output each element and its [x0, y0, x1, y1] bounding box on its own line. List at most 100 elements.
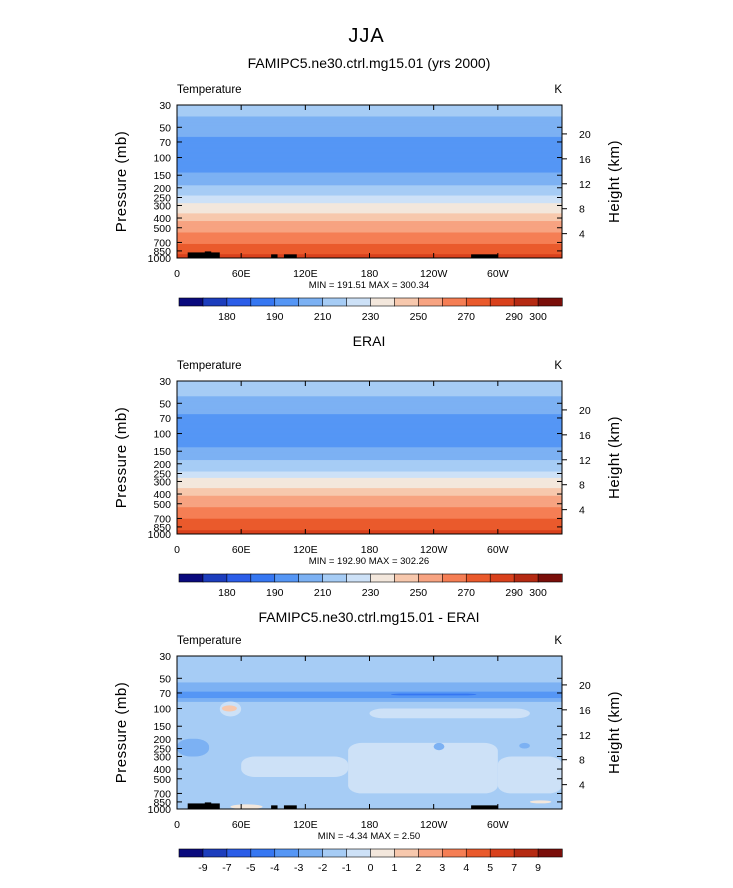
contour-band: [177, 139, 562, 142]
contour-band: [177, 397, 562, 400]
contour-band: [177, 143, 562, 146]
colorbar-swatch: [250, 848, 276, 858]
contour-band: [177, 724, 562, 727]
contour-band: [177, 465, 562, 468]
colorbar-swatch: [226, 848, 252, 858]
contour-band: [177, 228, 562, 231]
contour-region: [529, 800, 552, 804]
height-tick-label: 20: [579, 405, 591, 417]
contour-band: [177, 237, 562, 240]
contour-band: [177, 147, 562, 149]
x-tick-label: 60E: [232, 819, 251, 831]
contour-band: [177, 718, 562, 721]
colorbar-label: 300: [529, 587, 547, 599]
units-label: K: [554, 84, 562, 96]
y-tick-label: 1000: [148, 253, 172, 265]
colorbar-swatch: [489, 848, 515, 858]
contour-band: [177, 723, 562, 726]
contour-band: [177, 410, 562, 413]
y-tick-label: 30: [159, 651, 171, 663]
y-tick-label: 700: [153, 237, 171, 249]
contour-band: [177, 740, 562, 743]
contour-band: [177, 474, 562, 476]
height-tick-label: 4: [579, 780, 585, 792]
contour-band: [177, 726, 562, 728]
contour-band: [177, 509, 562, 512]
x-tick-label: 120E: [293, 819, 318, 831]
contour-band: [177, 144, 562, 147]
contour-band: [177, 117, 562, 120]
y-axis-label: Pressure (mb): [113, 131, 130, 233]
y-axis-label: Pressure (mb): [113, 407, 130, 509]
height-tick-label: 12: [579, 455, 591, 467]
colorbar-swatch: [226, 297, 252, 307]
contour-field: [177, 105, 562, 258]
contour-band: [177, 434, 562, 437]
contour-band: [177, 402, 562, 405]
contour-band: [177, 134, 562, 137]
contour-band: [177, 201, 562, 204]
contour-band: [177, 200, 562, 203]
contour-band: [177, 208, 562, 211]
contour-band: [177, 238, 562, 241]
contour-region: [519, 742, 530, 749]
contour-band: [177, 153, 562, 156]
contour-band: [177, 194, 562, 197]
y-tick-label: 400: [153, 764, 171, 776]
contour-band: [177, 250, 562, 253]
contour-band: [177, 502, 562, 504]
contour-band: [177, 503, 562, 506]
contour-band: [177, 499, 562, 502]
x-tick-label: 120E: [293, 544, 318, 556]
contour-band: [177, 163, 562, 166]
contour-band: [177, 438, 562, 441]
contour-band: [177, 204, 562, 207]
contour-band: [177, 205, 562, 208]
colorbar-label: -2: [318, 862, 327, 874]
contour-band: [177, 247, 562, 250]
colorbar-swatch: [178, 297, 204, 307]
x-tick-label: 60W: [487, 268, 509, 280]
contour-band: [177, 731, 562, 734]
colorbar-label: 1: [392, 862, 398, 874]
colorbar-label: 2: [415, 862, 421, 874]
x-tick-label: 120E: [293, 268, 318, 280]
colorbar-swatch: [489, 573, 515, 583]
contour-band: [177, 500, 562, 503]
contour-band: [177, 231, 562, 234]
contour-band: [177, 215, 562, 218]
colorbar-swatch: [322, 848, 348, 858]
contour-band: [177, 232, 562, 235]
y-tick-label: 400: [153, 213, 171, 225]
contour-band: [177, 136, 562, 139]
contour-band: [177, 468, 562, 471]
height-tick-label: 8: [579, 204, 585, 216]
contour-band: [177, 140, 562, 143]
contour-region: [390, 693, 477, 696]
contour-band: [177, 416, 562, 419]
contour-band: [177, 180, 562, 183]
contour-band: [177, 110, 562, 112]
y-tick-label: 100: [153, 153, 171, 165]
colorbar-label: 290: [505, 311, 523, 323]
contour-band: [177, 227, 562, 230]
contour-band: [177, 127, 562, 130]
contour-band: [177, 698, 562, 700]
contour-band: [177, 115, 562, 118]
contour-region: [497, 756, 562, 794]
y-tick-label: 300: [153, 751, 171, 763]
height-tick-label: 12: [579, 179, 591, 191]
contour-band: [177, 480, 562, 483]
contour-band: [177, 446, 562, 448]
chart-title: FAMIPC5.ne30.ctrl.mg15.01 (yrs 2000): [248, 55, 491, 71]
contour-band: [177, 171, 562, 174]
variable-label: Temperature: [177, 635, 242, 647]
y-tick-label: 150: [153, 446, 171, 458]
contour-band: [177, 513, 562, 516]
contour-band: [177, 715, 562, 718]
contour-band: [177, 458, 562, 461]
contour-band: [177, 727, 562, 730]
contour-band: [177, 395, 562, 397]
